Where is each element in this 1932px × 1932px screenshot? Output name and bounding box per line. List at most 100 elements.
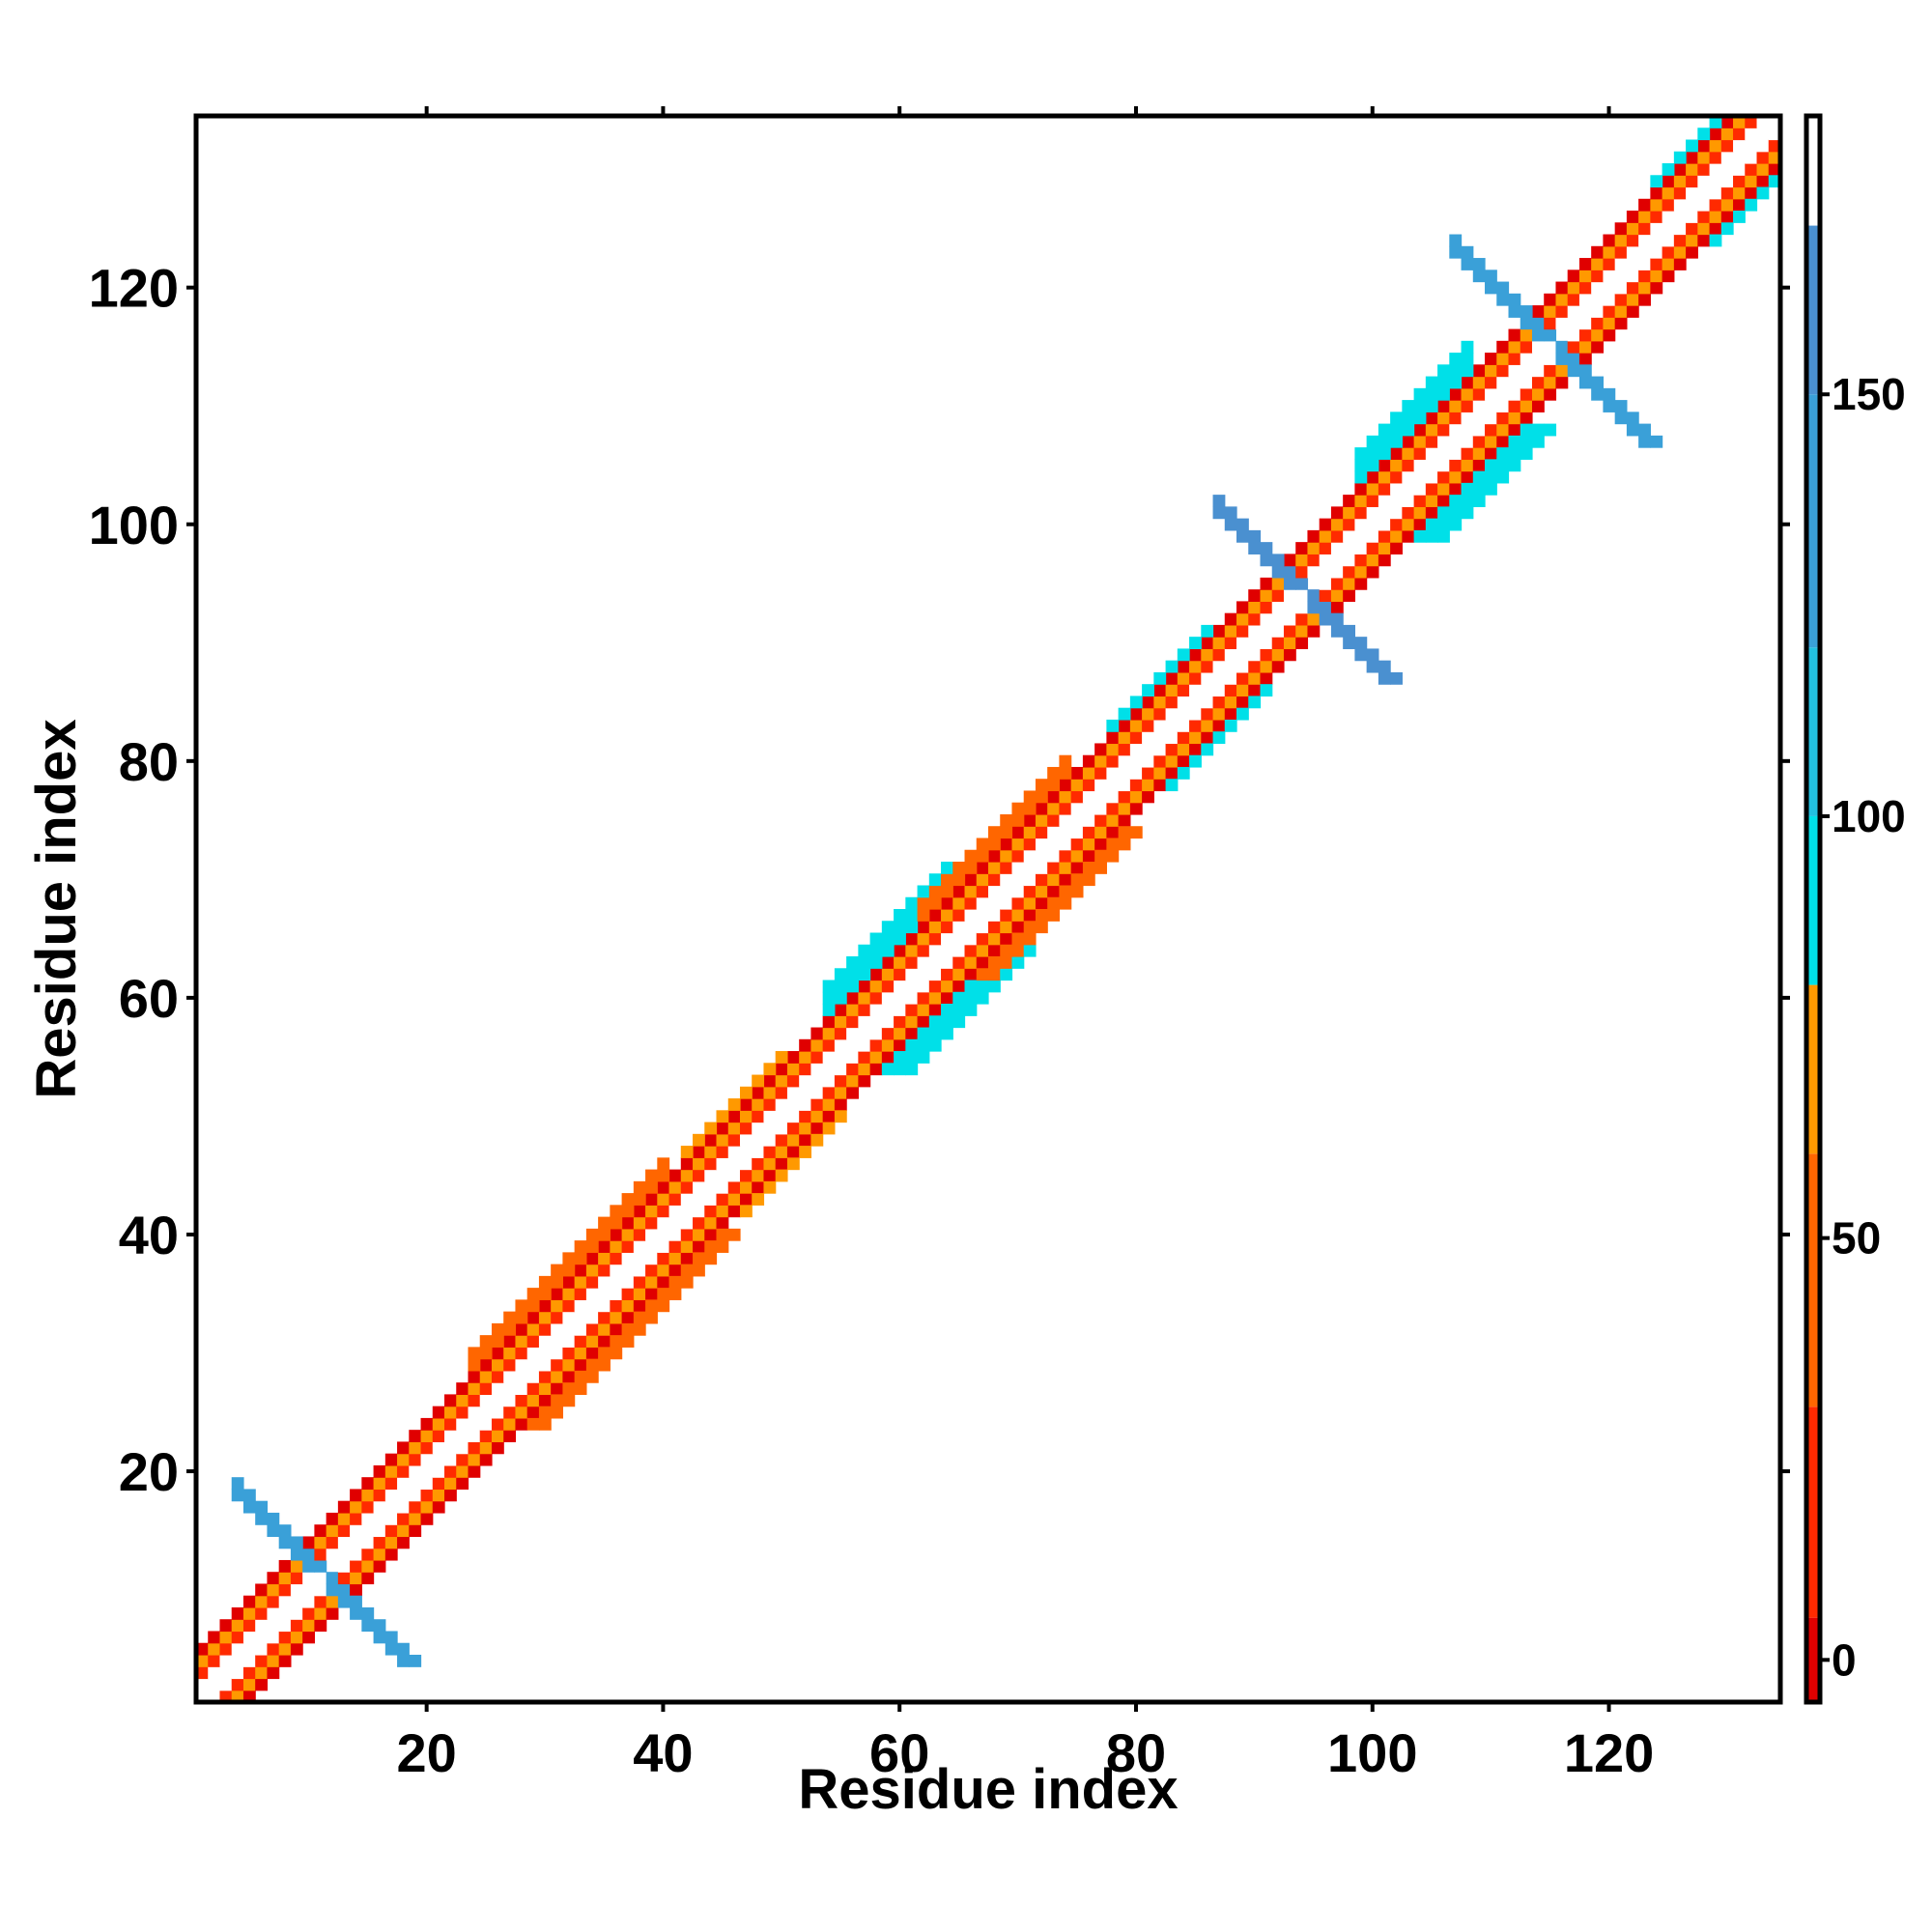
- heatmap-cell: [574, 1335, 587, 1348]
- heatmap-cell: [846, 1027, 859, 1040]
- heatmap-cell: [1035, 861, 1048, 874]
- heatmap-cell: [1070, 873, 1084, 887]
- heatmap-cell: [585, 1311, 599, 1324]
- heatmap-cell: [917, 909, 930, 922]
- heatmap-cell: [917, 956, 930, 969]
- heatmap-cell: [917, 885, 930, 898]
- heatmap-cell: [1485, 482, 1497, 496]
- heatmap-cell: [727, 1180, 741, 1194]
- heatmap-cell: [574, 1347, 587, 1360]
- heatmap-cell: [1745, 186, 1758, 200]
- heatmap-cell: [1709, 128, 1722, 141]
- heatmap-cell: [1212, 660, 1226, 673]
- heatmap-cell: [704, 1240, 718, 1253]
- heatmap-cell: [834, 968, 847, 981]
- heatmap-cell: [1035, 896, 1048, 910]
- heatmap-cell: [1177, 731, 1190, 745]
- heatmap-cell: [562, 1358, 576, 1372]
- colorbar-tick-label: 100: [1832, 791, 1906, 841]
- heatmap-cell: [420, 1489, 434, 1502]
- heatmap-cell: [1413, 518, 1427, 531]
- heatmap-cell: [515, 1394, 528, 1407]
- heatmap-cell: [1745, 128, 1758, 141]
- heatmap-cell: [1366, 435, 1379, 448]
- heatmap-cell: [1614, 245, 1628, 259]
- heatmap-cell: [302, 1606, 315, 1620]
- heatmap-cell: [1165, 684, 1179, 697]
- heatmap-cell: [1142, 790, 1154, 804]
- heatmap-cell: [231, 1690, 244, 1703]
- heatmap-cell: [1768, 128, 1781, 141]
- heatmap-cell: [538, 1275, 552, 1289]
- heatmap-cell: [1709, 139, 1722, 153]
- heatmap-cell: [657, 1193, 670, 1206]
- heatmap-cell: [420, 1441, 434, 1455]
- heatmap-cell: [1212, 506, 1226, 520]
- heatmap-cell: [1508, 435, 1521, 448]
- heatmap-cell: [1082, 754, 1095, 768]
- heatmap-cell: [1023, 944, 1037, 957]
- heatmap-cell: [905, 1015, 919, 1029]
- heatmap-cell: [693, 1157, 705, 1171]
- heatmap-cell: [598, 1252, 611, 1265]
- heatmap-cell: [1437, 506, 1450, 520]
- heatmap-cell: [1059, 885, 1072, 898]
- heatmap-cell: [1330, 624, 1344, 638]
- heatmap-cell: [716, 1133, 729, 1147]
- heatmap-cell: [551, 1347, 563, 1360]
- heatmap-cell: [1354, 542, 1368, 554]
- heatmap-cell: [574, 1240, 587, 1253]
- heatmap-cell: [1082, 861, 1095, 874]
- heatmap-cell: [1260, 589, 1273, 602]
- heatmap-cell: [1011, 826, 1025, 839]
- heatmap-cell: [810, 1038, 824, 1052]
- heatmap-cell: [881, 1015, 895, 1029]
- heatmap-cell: [645, 1299, 658, 1313]
- heatmap-cell: [515, 1335, 528, 1348]
- heatmap-cell: [1153, 743, 1167, 756]
- heatmap-cell: [1449, 412, 1463, 425]
- heatmap-cell: [846, 968, 859, 981]
- heatmap-cell: [456, 1417, 469, 1431]
- heatmap-cell: [409, 1654, 422, 1667]
- heatmap-cell: [822, 1098, 836, 1111]
- heatmap-cell: [231, 1631, 244, 1644]
- heatmap-cell: [468, 1370, 481, 1383]
- heatmap-cell: [409, 1500, 422, 1514]
- heatmap-cell: [657, 1240, 670, 1253]
- heatmap-cell: [1059, 838, 1072, 851]
- colorbar-frame: [1804, 113, 1823, 1705]
- heatmap-cell: [373, 1631, 386, 1644]
- heatmap-cell: [1555, 364, 1569, 378]
- heatmap-cell: [1603, 400, 1616, 412]
- heatmap-cell: [1106, 766, 1120, 780]
- heatmap-cell: [515, 1417, 528, 1431]
- heatmap-cell: [1248, 648, 1262, 662]
- heatmap-cell: [834, 1086, 847, 1099]
- heatmap-cell: [326, 1595, 339, 1608]
- heatmap-cell: [479, 1453, 493, 1466]
- heatmap-cell: [1508, 412, 1521, 425]
- y-tick-label: 120: [89, 258, 179, 319]
- heatmap-cell: [928, 896, 942, 910]
- heatmap-cell: [657, 1157, 670, 1171]
- heatmap-cell: [869, 1038, 883, 1052]
- heatmap-cell: [1212, 707, 1226, 721]
- heatmap-cell: [350, 1572, 362, 1585]
- heatmap-cell: [444, 1394, 457, 1407]
- heatmap-cell: [1283, 624, 1296, 638]
- heatmap-cell: [1413, 447, 1427, 460]
- heatmap-cell: [1224, 637, 1237, 650]
- heatmap-cell: [822, 1027, 836, 1040]
- heatmap-cell: [1437, 387, 1450, 401]
- heatmap-cell: [1461, 340, 1474, 354]
- heatmap-cell: [1520, 340, 1533, 354]
- heatmap-cell: [1177, 660, 1190, 673]
- heatmap-cell: [894, 1063, 906, 1076]
- heatmap-cell: [1496, 470, 1510, 484]
- heatmap-cell: [1319, 589, 1332, 602]
- heatmap-cell: [1449, 447, 1463, 460]
- heatmap-cell: [1402, 423, 1415, 437]
- heatmap-cell: [1402, 447, 1415, 460]
- heatmap-cell: [1106, 743, 1120, 756]
